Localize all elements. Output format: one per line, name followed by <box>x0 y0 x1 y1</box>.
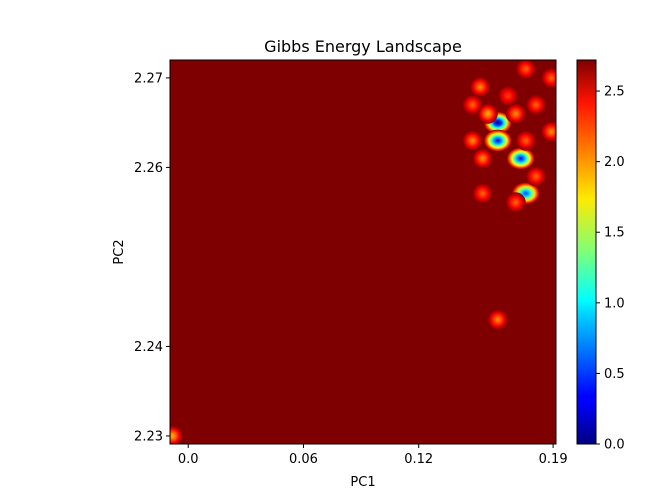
x-tick-label: 0.0 <box>178 452 199 467</box>
x-axis-label: PC1 <box>350 475 375 490</box>
heatmap-spot <box>487 309 508 330</box>
heatmap-spot <box>515 130 536 151</box>
x-tick-label: 0.06 <box>289 452 318 467</box>
heatmap-spot <box>462 94 483 115</box>
heatmap-spot <box>506 147 535 170</box>
colorbar-tick-label: 2.0 <box>604 155 625 170</box>
heatmap-spot <box>505 103 526 124</box>
heatmap-spot <box>505 192 526 213</box>
colorbar-tick-label: 0.5 <box>604 367 625 382</box>
heatmap-spot <box>526 94 546 115</box>
colorbar-tick-label: 1.0 <box>604 296 625 311</box>
heatmap-spot <box>472 148 493 169</box>
y-tick-label: 2.23 <box>134 429 163 444</box>
heatmap-spot <box>541 67 556 88</box>
colorbar-tick-label: 2.5 <box>604 85 625 100</box>
colorbar-axis: 0.0 0.5 1.0 1.5 2.0 2.5 <box>596 85 625 453</box>
y-tick-label: 2.26 <box>134 161 163 176</box>
y-axis-label: PC2 <box>112 239 127 264</box>
x-tick-label: 0.19 <box>539 452 568 467</box>
heatmap-spot <box>462 130 483 151</box>
y-tick-label: 2.27 <box>134 71 163 86</box>
heatmap-spot <box>477 103 498 124</box>
heatmap-spot <box>526 166 546 187</box>
heatmap-spot <box>170 425 183 444</box>
colorbar-tick-label: 0.0 <box>604 438 625 453</box>
y-axis: 2.23 2.24 2.26 2.27 <box>134 71 170 444</box>
heatmap-spot <box>483 129 512 152</box>
plot-frame <box>169 59 557 445</box>
heatmap-spot <box>515 60 536 79</box>
heatmap-spot <box>541 121 556 142</box>
heatmap-spots <box>170 60 556 444</box>
x-tick-label: 0.12 <box>404 452 433 467</box>
heatmap-spot <box>498 85 518 106</box>
heatmap-spot <box>470 76 491 97</box>
heatmap-spot <box>472 183 493 204</box>
y-tick-label: 2.24 <box>134 340 163 355</box>
colorbar-tick-label: 1.5 <box>604 226 625 241</box>
colorbar <box>576 59 597 445</box>
chart-title: Gibbs Energy Landscape <box>264 37 462 56</box>
x-axis: 0.0 0.06 0.12 0.19 <box>178 444 568 467</box>
